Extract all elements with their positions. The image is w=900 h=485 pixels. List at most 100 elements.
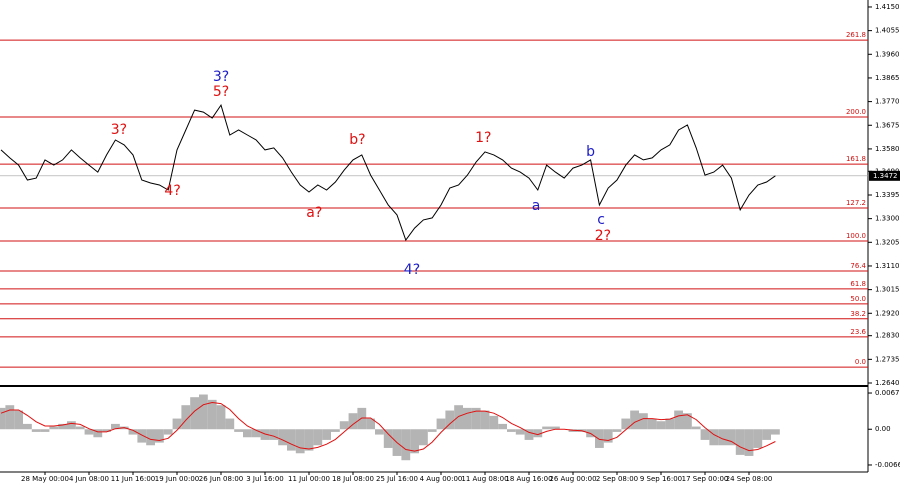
x-tick-label: 3 Jul 16:00 <box>246 475 284 483</box>
y-tick-label: 1.3675 <box>875 121 900 129</box>
histogram-bar <box>718 429 727 446</box>
histogram-bar <box>383 429 393 448</box>
histogram-bar <box>691 426 701 430</box>
wave-label: c <box>597 212 605 228</box>
histogram-bar <box>656 421 666 430</box>
histogram-bar <box>515 429 525 435</box>
histogram-bar <box>753 429 763 448</box>
x-tick-label: 24 Sep 08:00 <box>726 475 773 483</box>
histogram-bar <box>445 410 455 430</box>
histogram-bar <box>683 413 692 430</box>
histogram-bar <box>146 429 155 446</box>
wave-label: 3? <box>111 122 127 138</box>
y-tick-label: 1.4150 <box>875 3 900 11</box>
histogram-bar <box>225 418 235 430</box>
histogram-bar <box>639 413 648 430</box>
histogram-bar <box>401 429 411 461</box>
histogram-bar <box>454 405 463 430</box>
wave-label: 2? <box>595 228 611 244</box>
histogram-bar <box>172 418 182 430</box>
histogram-bar <box>278 429 287 446</box>
x-tick-label: 2 Sep 08:00 <box>596 475 638 483</box>
fib-label: 38.2 <box>850 310 866 318</box>
fib-label: 100.0 <box>846 232 866 240</box>
histogram-bar <box>612 429 622 432</box>
histogram-bar <box>23 423 32 430</box>
y-tick-label: 1.3770 <box>875 98 900 106</box>
histogram-bar <box>700 429 710 440</box>
histogram-bar <box>463 407 472 430</box>
y-tick-label: 1.3205 <box>875 238 900 246</box>
histogram-bar <box>709 429 719 446</box>
histogram-bar <box>630 410 639 430</box>
y-tick-label: 1.3015 <box>875 286 900 294</box>
histogram-bar <box>84 429 94 435</box>
signal-line <box>0 401 776 452</box>
y-tick-label: 1.2920 <box>875 309 900 317</box>
histogram-bar <box>287 429 296 451</box>
x-tick-label: 11 Aug 08:00 <box>461 475 508 483</box>
histogram-bar <box>260 429 270 440</box>
histogram-bar <box>427 429 437 432</box>
y-tick-label: 0.00 <box>875 425 891 433</box>
histogram-bar <box>348 413 358 430</box>
x-tick-label: 19 Jun 00:00 <box>155 475 199 483</box>
histogram-bar <box>155 429 164 443</box>
histogram-bar <box>14 410 23 430</box>
histogram-bar <box>313 429 323 446</box>
y-tick-label: 1.3960 <box>875 50 900 58</box>
y-tick-label: 1.2830 <box>875 332 900 340</box>
histogram-bar <box>480 410 490 430</box>
histogram-bar <box>58 423 67 430</box>
wave-label: 4? <box>404 262 420 278</box>
histogram-bar <box>5 405 15 430</box>
histogram-bar <box>93 429 103 438</box>
fib-label: 23.6 <box>850 328 866 336</box>
histogram-bar <box>674 410 683 430</box>
histogram-bar <box>181 405 191 430</box>
wave-label: a? <box>306 205 322 221</box>
y-tick-label: 1.3110 <box>875 262 900 270</box>
histogram-bar <box>304 429 314 451</box>
histogram-bar <box>190 397 199 430</box>
last-price-label: 1.3472 <box>873 172 898 180</box>
histogram-bar <box>331 429 340 432</box>
histogram-bar <box>295 429 305 454</box>
histogram-bar <box>251 429 261 438</box>
histogram-bar <box>216 405 226 430</box>
fib-label: 50.0 <box>850 295 866 303</box>
x-tick-label: 11 Jun 16:00 <box>111 475 155 483</box>
y-tick-label: 1.4055 <box>875 27 900 35</box>
histogram-bar <box>419 429 428 446</box>
histogram-bar <box>727 429 736 446</box>
price-line <box>0 103 776 242</box>
histogram-bar <box>137 429 147 443</box>
y-tick-label: 1.3395 <box>875 191 900 199</box>
histogram-bar <box>234 429 243 432</box>
x-tick-label: 26 Jun 08:00 <box>199 475 243 483</box>
y-tick-label: 1.3580 <box>875 145 900 153</box>
x-tick-label: 28 May 00:00 <box>21 475 69 483</box>
histogram-bar <box>111 423 120 430</box>
histogram-bar <box>375 429 384 435</box>
histogram-bar <box>269 429 279 440</box>
fib-label: 61.8 <box>850 280 866 288</box>
histogram-bar <box>436 418 446 430</box>
fib-label: 161.8 <box>846 155 866 163</box>
x-tick-label: 4 Jun 08:00 <box>69 475 109 483</box>
y-tick-label: 1.3300 <box>875 215 900 223</box>
histogram-bar <box>533 429 543 438</box>
x-tick-label: 18 Aug 16:00 <box>505 475 552 483</box>
last-price-box <box>869 170 900 181</box>
y-tick-label: 1.2735 <box>875 355 900 363</box>
histogram-bar <box>322 429 331 440</box>
histogram-bar <box>67 421 76 430</box>
histogram-bar <box>0 407 6 430</box>
x-tick-label: 25 Jul 16:00 <box>376 475 418 483</box>
wave-label: 4? <box>164 183 180 199</box>
histogram-bar <box>471 407 481 430</box>
x-tick-label: 18 Jul 08:00 <box>332 475 374 483</box>
y-tick-label: 1.3865 <box>875 74 900 82</box>
